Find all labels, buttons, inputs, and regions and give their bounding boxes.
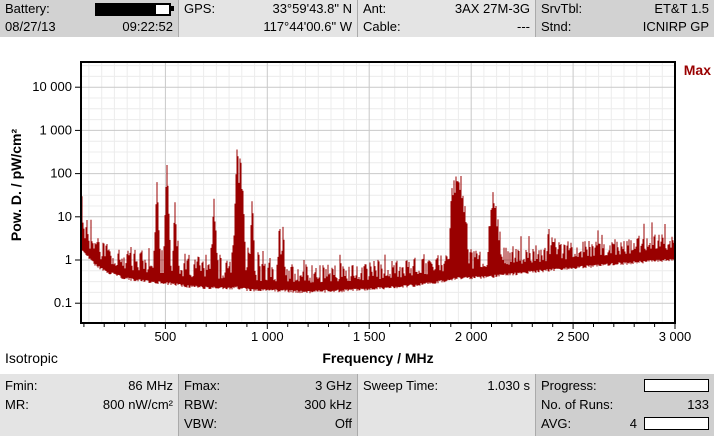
x-tick-label: 2 500 [557, 329, 590, 344]
standard-label: Stnd: [541, 19, 572, 34]
gps-label: GPS: [184, 1, 216, 16]
time-value: 09:22:52 [122, 19, 173, 34]
runs-label: No. of Runs: [541, 397, 614, 412]
progress-label: Progress: [541, 378, 597, 393]
vbw-label: VBW: [184, 416, 217, 431]
x-tick-label: 2 000 [455, 329, 488, 344]
rbw-label: RBW: [184, 397, 218, 412]
gps-longitude: 117°44'00.6" W [263, 19, 352, 34]
cable-label: Cable: [363, 19, 401, 34]
x-tick-label: 1 000 [251, 329, 284, 344]
cable-value: --- [517, 19, 530, 34]
mr-value: 800 nW/cm² [102, 397, 173, 412]
battery-fill [97, 4, 157, 14]
measurement-settings-footer: Fmin: 86 MHz MR: 800 nW/cm² Fmax: 3 GHz … [0, 374, 714, 436]
service-table-standard-cell: SrvTbl: ET&T 1.5 Stnd: ICNIRP GP [535, 0, 714, 37]
fmin-mr-cell: Fmin: 86 MHz MR: 800 nW/cm² [0, 374, 178, 436]
antenna-cable-cell: Ant: 3AX 27M-3G Cable: --- [357, 0, 535, 37]
sweep-time-value: 1.030 s [487, 378, 530, 393]
battery-datetime-cell: Battery: 08/27/13 09:22:52 [0, 0, 178, 37]
battery-label: Battery: [5, 1, 50, 16]
y-tick-label: 1 [65, 252, 72, 267]
avg-value: 4 [629, 416, 637, 431]
status-header: Battery: 08/27/13 09:22:52 GPS: 33°59'43… [0, 0, 714, 37]
trace-legend-max: Max [683, 62, 711, 78]
x-tick-label: 1 500 [353, 329, 386, 344]
spectrum-plot: 500 1 000 1 500 2 000 2 500 3 000 0.1 1 10 100 1 0… [32, 61, 692, 344]
progress-runs-avg-cell: Progress: No. of Runs: 133 AVG: 4 [535, 374, 714, 436]
y-tick-label: 100 [50, 166, 72, 181]
rbw-value: 300 kHz [304, 397, 352, 412]
y-tick-label: 1 000 [39, 122, 72, 137]
fmin-label: Fmin: [5, 378, 38, 393]
fmax-value: 3 GHz [315, 378, 352, 393]
y-axis-title: Pow. D. / pW/cm² [8, 128, 24, 242]
x-tick-label: 3 000 [659, 329, 692, 344]
gps-cell: GPS: 33°59'43.8" N 117°44'00.6" W [178, 0, 357, 37]
spectrum-chart: 500 1 000 1 500 2 000 2 500 3 000 0.1 1 10 100 1 0… [0, 37, 714, 374]
x-axis-title: Frequency / MHz [322, 350, 434, 366]
battery-nub [171, 5, 174, 11]
antenna-label: Ant: [363, 1, 387, 16]
y-tick-label: 10 [58, 209, 72, 224]
battery-icon [95, 2, 174, 16]
standard-value: ICNIRP GP [642, 19, 709, 34]
vbw-value: Off [334, 416, 352, 431]
antenna-value: 3AX 27M-3G [454, 1, 530, 16]
progress-bar [644, 379, 709, 392]
mr-label: MR: [5, 397, 29, 412]
sweep-time-label: Sweep Time: [363, 378, 439, 393]
service-table-value: ET&T 1.5 [654, 1, 709, 16]
avg-label: AVG: [541, 416, 572, 431]
y-tick-label: 0.1 [54, 295, 72, 310]
runs-value: 133 [687, 397, 709, 412]
service-table-label: SrvTbl: [541, 1, 583, 16]
date-value: 08/27/13 [5, 19, 56, 34]
fmin-value: 86 MHz [128, 378, 173, 393]
isotropic-mode-label: Isotropic [5, 350, 58, 366]
fmax-rbw-vbw-cell: Fmax: 3 GHz RBW: 300 kHz VBW: Off [178, 374, 357, 436]
y-tick-label: 10 000 [32, 79, 72, 94]
avg-bar [644, 417, 709, 430]
gps-latitude: 33°59'43.8" N [272, 1, 352, 16]
x-tick-label: 500 [155, 329, 177, 344]
fmax-label: Fmax: [184, 378, 221, 393]
plot-border [80, 61, 676, 324]
sweep-time-cell: Sweep Time: 1.030 s [357, 374, 535, 436]
